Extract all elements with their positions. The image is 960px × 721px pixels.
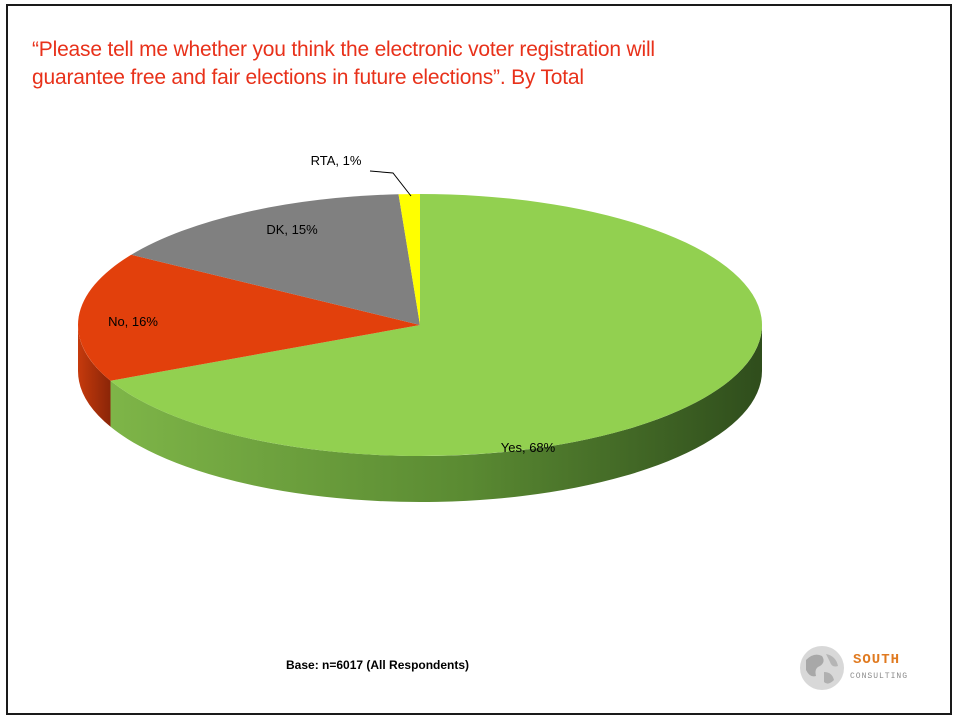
data-label-no: No, 16% xyxy=(108,314,158,329)
pie-slice-yes xyxy=(110,194,763,456)
pie-side-yes xyxy=(110,325,763,502)
pie-side-no xyxy=(78,325,111,427)
pie-slice-dk xyxy=(131,194,420,325)
data-label-yes: Yes, 68% xyxy=(501,440,556,455)
data-label-rta: RTA, 1% xyxy=(311,153,362,168)
chart-title: “Please tell me whether you think the el… xyxy=(32,38,655,89)
leader-line-rta xyxy=(369,170,412,197)
data-label-dk: DK, 15% xyxy=(266,222,318,237)
logo-word: SOUTH xyxy=(853,652,901,668)
pie-slice-rta xyxy=(398,194,420,325)
logo-subtitle: CONSULTING xyxy=(850,672,909,681)
company-logo: SOUTH CONSULTING xyxy=(792,642,942,694)
pie-slice-no xyxy=(78,254,420,381)
globe-icon xyxy=(800,646,844,690)
base-note: Base: n=6017 (All Respondents) xyxy=(286,658,470,672)
